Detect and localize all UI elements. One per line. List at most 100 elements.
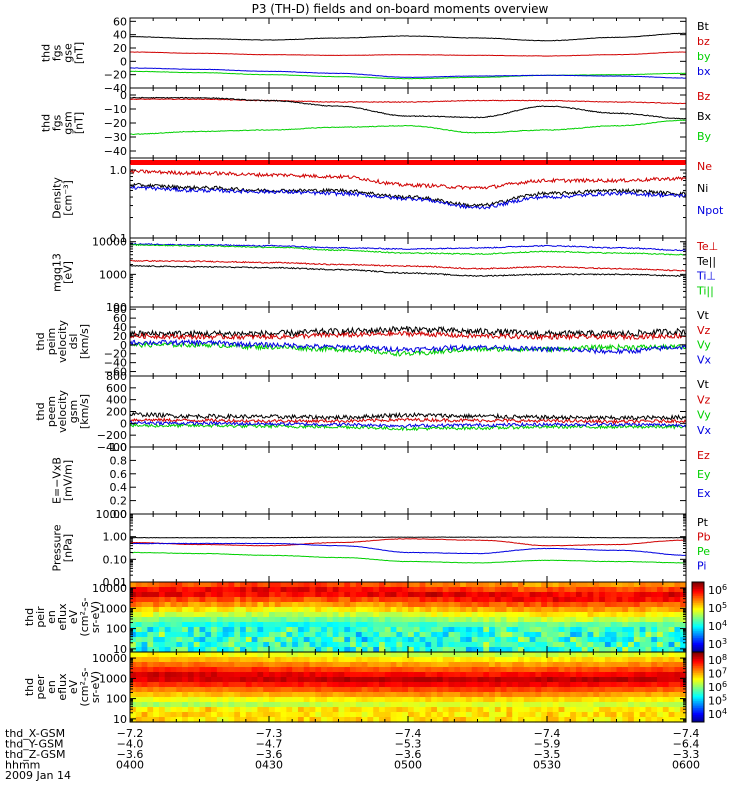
colorbar-label-ele-spec: 105 (708, 694, 727, 708)
ylabel-ion-spec: eV (67, 609, 80, 624)
ylabel-efield: E=−VxB (51, 457, 64, 504)
colorbar-label-ion-spec: 103 (708, 637, 727, 651)
ytick-label-vel-dsl: −20 (104, 348, 127, 361)
ylabel-ele-spec: thd (23, 678, 36, 696)
xaxis-value: −4.7 (256, 738, 283, 751)
ylabel-ele-spec: en (45, 680, 58, 694)
series-temp-Ti⊥ (129, 242, 686, 252)
series-fgs-gsm-Bx (129, 96, 687, 120)
ytick-label-vel-dsl: 0 (120, 339, 127, 352)
ylabel-pressure: [nPa] (62, 534, 75, 562)
legend-fgs-gsm: By (697, 130, 712, 143)
ylabel-vel-dsl: peim (45, 328, 58, 356)
ylabel-ele-spec: eflux (56, 673, 69, 701)
legend-pressure: Pi (697, 560, 706, 573)
ytick-label-pressure: 1.00 (103, 531, 128, 544)
ytick-label-efield: 0.4 (110, 481, 128, 494)
ylabel-vel-dsl: velocity (56, 320, 69, 363)
colorbar-label-ele-spec: 104 (708, 707, 727, 721)
xaxis-value: −7.4 (534, 727, 561, 740)
panel-frame-pressure (129, 513, 687, 583)
ytick-label-pressure: 0.01 (103, 576, 128, 589)
series-temp-Te⊥ (130, 259, 686, 272)
legend-vel-dsl: Vz (697, 324, 711, 337)
series-pressure-Pi (129, 542, 687, 556)
ylabel-fgs-gse: thd (40, 44, 53, 62)
series-vel-gsm-Vt (129, 411, 687, 422)
ylabel-fgs-gse: fgs (51, 44, 64, 61)
ytick-label-efield: 0.2 (110, 495, 128, 508)
legend-fgs-gse: Bt (697, 20, 710, 33)
panel-frame-vel-gsm (129, 375, 687, 448)
ylabel-ion-spec: (cm²-s- (78, 597, 91, 636)
ytick-label-pressure: 10.00 (96, 508, 128, 521)
ytick-label-fgs-gse: 60 (113, 15, 127, 28)
ytick-label-density: 0.1 (110, 232, 128, 245)
panel-frame-efield (129, 446, 687, 515)
legend-temp: Ti⊥ (696, 270, 716, 283)
legend-vel-dsl: Vx (697, 353, 712, 366)
colorbar-label-ion-spec: 104 (708, 619, 727, 633)
series-fgs-gse-bx (129, 67, 687, 79)
ylabel-vel-dsl: thd (34, 332, 47, 350)
ytick-label-fgs-gse: 20 (113, 42, 127, 55)
ytick-label-density: 1.0 (110, 164, 128, 177)
legend-efield: Ex (697, 487, 711, 500)
ylabel-vel-gsm: [km/s] (78, 394, 91, 429)
colorbar-label-ion-spec: 106 (708, 583, 727, 597)
legend-fgs-gse: bx (697, 65, 711, 78)
ylabel-fgs-gsm: fgs (51, 114, 64, 131)
legend-fgs-gsm: Bz (697, 90, 711, 103)
ylabel-vel-dsl: dsl (67, 334, 80, 350)
ytick-label-vel-gsm: 600 (106, 382, 127, 395)
legend-temp: Te⊥ (696, 240, 718, 253)
series-fgs-gsm-By (129, 119, 687, 136)
ytick-label-ele-spec: 100 (106, 693, 127, 706)
series-density-Ne (129, 168, 687, 191)
series-vel-gsm-Vy (129, 423, 687, 432)
colorbar-ele-spec (691, 651, 705, 723)
ylabel-vel-gsm: thd (34, 402, 47, 420)
series-vel-dsl-Vy (129, 340, 687, 357)
xaxis-value: −7.2 (117, 727, 144, 740)
ylabel-fgs-gse: gse (62, 43, 75, 63)
xaxis-value: −7.4 (395, 727, 422, 740)
series-vel-dsl-Vx (129, 338, 687, 355)
xaxis-value: −4.0 (117, 738, 144, 751)
legend-fgs-gse: bz (697, 35, 710, 48)
ytick-label-fgs-gsm: −20 (104, 117, 127, 130)
ytick-label-fgs-gsm: −10 (104, 103, 127, 116)
ytick-label-ion-spec: 1000 (99, 602, 127, 615)
ytick-label-vel-dsl: 60 (113, 312, 127, 325)
xaxis-value: −3.5 (534, 748, 561, 761)
xaxis-value: −5.3 (395, 738, 422, 751)
ylabel-ele-spec: (cm²-s- (78, 667, 91, 706)
ytick-label-fgs-gsm: 0 (120, 89, 127, 102)
ytick-label-vel-gsm: 0 (120, 417, 127, 430)
ytick-label-fgs-gsm: −40 (104, 145, 127, 158)
xaxis-row-label: thd_X-GSM (5, 727, 65, 740)
legend-efield: Ez (697, 449, 710, 462)
xaxis-value: −3.6 (117, 748, 144, 761)
ylabel-ion-spec: eflux (56, 603, 69, 631)
ylabel-vel-gsm: peem (45, 396, 58, 427)
ytick-label-ele-spec: 10 (113, 713, 127, 726)
date-label: 2009 Jan 14 (5, 769, 71, 782)
legend-vel-gsm: Vy (697, 409, 711, 422)
panel-efield: 1.00.80.60.40.20.0 E=−VxB[mV/m] Ez Ey Ex (51, 441, 711, 521)
ytick-label-ion-spec: 10000 (92, 582, 127, 595)
ytick-label-vel-gsm: −400 (97, 441, 127, 454)
legend-pressure: Pb (697, 531, 711, 544)
panel-temp: 10000 1000 100 mgq13[eV] Te⊥ Te|| Ti⊥Ti|| (51, 236, 719, 314)
series-fgs-gsm-Bz (129, 98, 686, 105)
ylabel-density: [cm⁻³] (62, 180, 75, 216)
ytick-label-pressure: 0.10 (103, 553, 128, 566)
xaxis-value: −5.9 (534, 738, 561, 751)
series-temp-Te|| (129, 265, 687, 277)
legend-vel-dsl: Vy (697, 339, 711, 352)
panel-frame-fgs-gsm (129, 87, 687, 159)
xaxis-value: 0400 (116, 759, 144, 772)
ytick-label-vel-gsm: 200 (106, 406, 127, 419)
ylabel-ele-spec: peer (34, 674, 47, 700)
